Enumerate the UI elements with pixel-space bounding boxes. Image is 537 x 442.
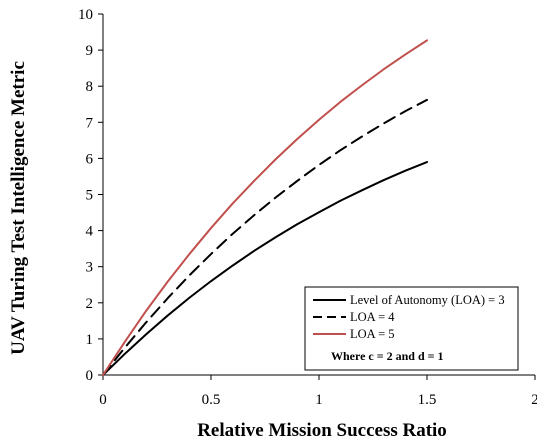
x-tick-label: 1.5 <box>418 392 437 408</box>
x-axis-title: Relative Mission Success Ratio <box>197 420 447 441</box>
series-lines <box>102 39 428 376</box>
y-axis-title: UAV Turing Test Intelligence Metric <box>8 61 29 355</box>
y-tick-label: 6 <box>86 151 94 167</box>
legend: Level of Autonomy (LOA) = 3 LOA = 4 LOA … <box>304 286 519 371</box>
x-tick-label: 2 <box>531 392 537 408</box>
axes <box>98 13 536 380</box>
y-tick-label: 4 <box>86 224 94 240</box>
y-tick-label: 5 <box>86 188 94 204</box>
y-tick-label: 7 <box>86 115 94 131</box>
series-line-2 <box>102 98 428 376</box>
x-tick-label: 0 <box>99 392 107 408</box>
x-tick-label: 1 <box>315 392 323 408</box>
y-tick-label: 1 <box>86 332 94 348</box>
series-line-1 <box>102 161 428 376</box>
x-tick-label: 0.5 <box>202 392 221 408</box>
y-tick-label: 8 <box>86 79 94 95</box>
legend-label-loa4: LOA = 4 <box>350 310 395 324</box>
legend-label-loa3: Level of Autonomy (LOA) = 3 <box>350 293 505 307</box>
y-tick-label: 0 <box>86 368 94 384</box>
y-tick-label: 2 <box>86 296 94 312</box>
y-tick-label: 3 <box>86 260 94 276</box>
y-tick-label: 9 <box>86 43 94 59</box>
tick-labels: 0 1 2 3 4 5 6 7 8 9 10 0 0.5 1 1.5 2 <box>78 7 537 408</box>
series-line-3 <box>102 39 428 376</box>
y-tick-label: 10 <box>78 7 93 23</box>
legend-label-loa5: LOA = 5 <box>350 327 395 341</box>
chart-annotation: Where c = 2 and d = 1 <box>331 349 443 363</box>
